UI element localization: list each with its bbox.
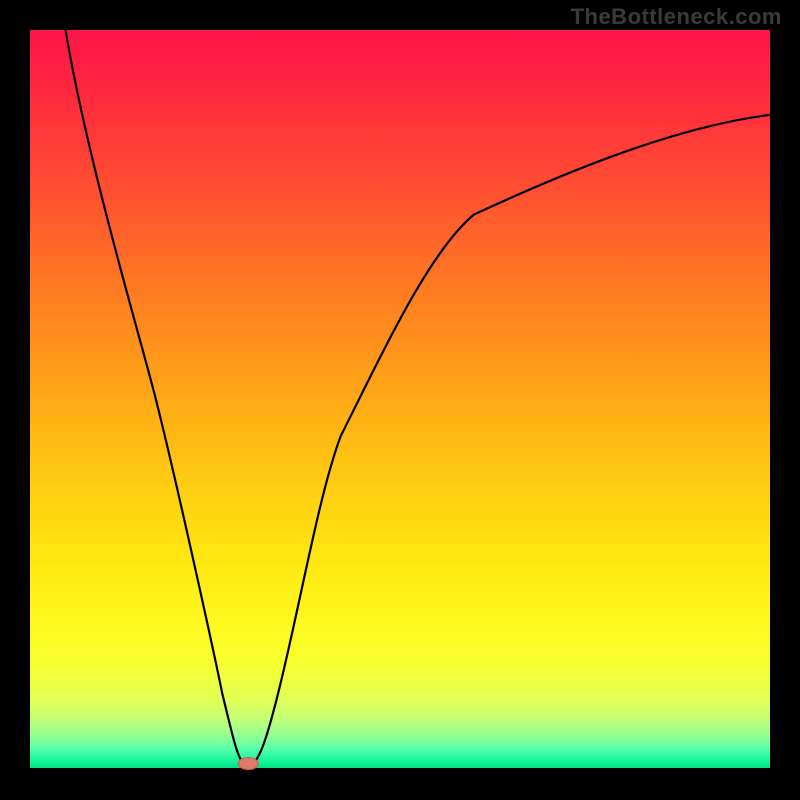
chart-stage: TheBottleneck.com xyxy=(0,0,800,800)
vertex-marker xyxy=(238,758,258,770)
watermark-text: TheBottleneck.com xyxy=(571,4,782,30)
chart-svg xyxy=(0,0,800,800)
